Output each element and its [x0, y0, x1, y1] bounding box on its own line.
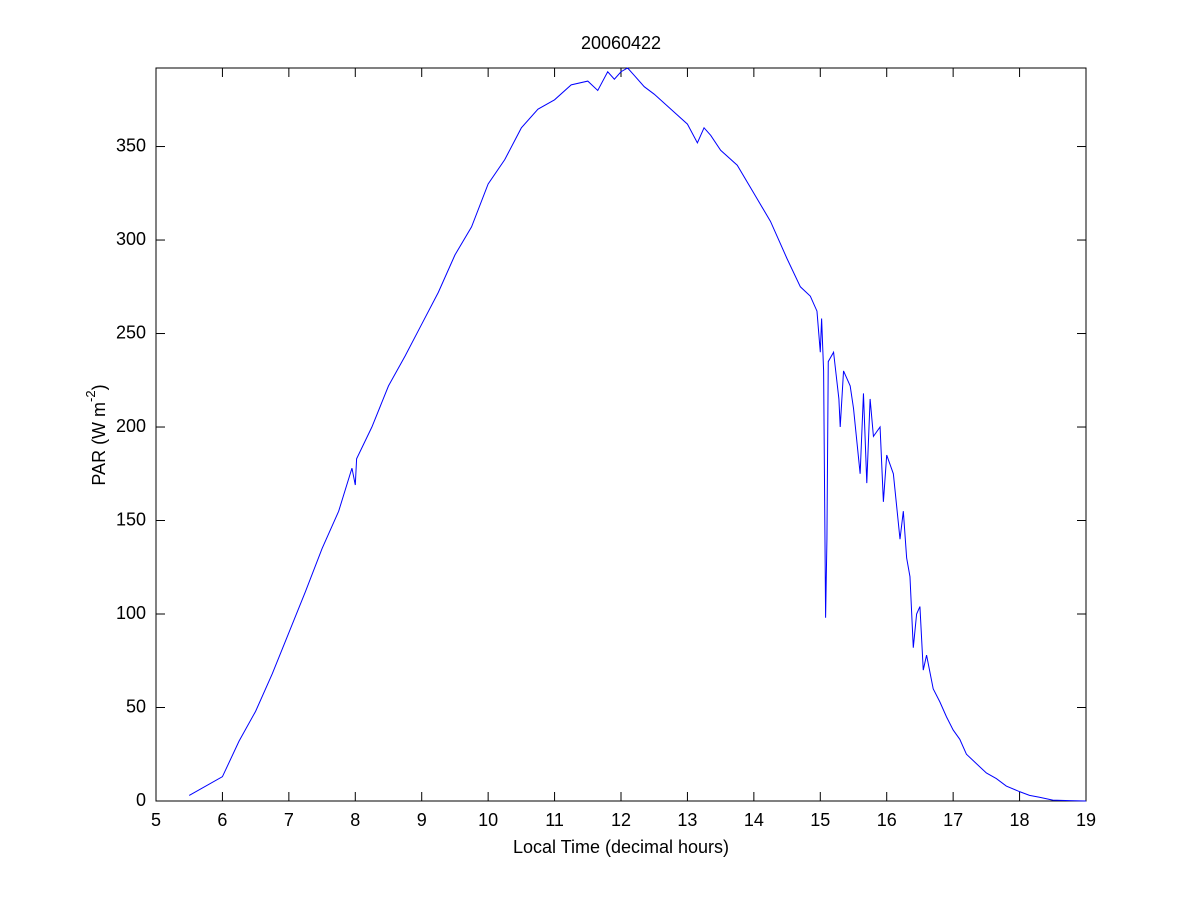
x-tick-label: 9 — [417, 810, 427, 830]
x-tick-label: 6 — [217, 810, 227, 830]
y-label-sup: -2 — [83, 390, 98, 402]
y-tick-label: 150 — [116, 509, 146, 529]
x-axis-label: Local Time (decimal hours) — [513, 837, 729, 857]
x-tick-label: 7 — [284, 810, 294, 830]
x-tick-label: 8 — [350, 810, 360, 830]
y-tick-label: 300 — [116, 229, 146, 249]
x-tick-label: 16 — [877, 810, 897, 830]
y-axis-label: PAR (W m-2) — [83, 384, 108, 485]
x-tick-label: 12 — [611, 810, 631, 830]
y-tick-label: 0 — [136, 790, 146, 810]
y-tick-label: 350 — [116, 135, 146, 155]
x-tick-label: 17 — [943, 810, 963, 830]
y-label-suffix: ) — [89, 384, 109, 390]
y-tick-label: 50 — [126, 696, 146, 716]
x-tick-label: 10 — [478, 810, 498, 830]
y-label-text: PAR (W m — [89, 402, 109, 486]
chart-title: 20060422 — [581, 33, 661, 53]
x-tick-label: 19 — [1076, 810, 1096, 830]
y-tick-label: 100 — [116, 603, 146, 623]
x-tick-label: 13 — [677, 810, 697, 830]
x-tick-label: 15 — [810, 810, 830, 830]
x-tick-label: 18 — [1010, 810, 1030, 830]
x-tick-label: 11 — [545, 810, 564, 830]
x-tick-label: 5 — [151, 810, 161, 830]
data-line — [188, 67, 1087, 802]
y-tick-label: 200 — [116, 416, 146, 436]
y-tick-label: 250 — [116, 322, 146, 342]
plot-area — [155, 67, 1087, 802]
x-tick-label: 14 — [744, 810, 764, 830]
